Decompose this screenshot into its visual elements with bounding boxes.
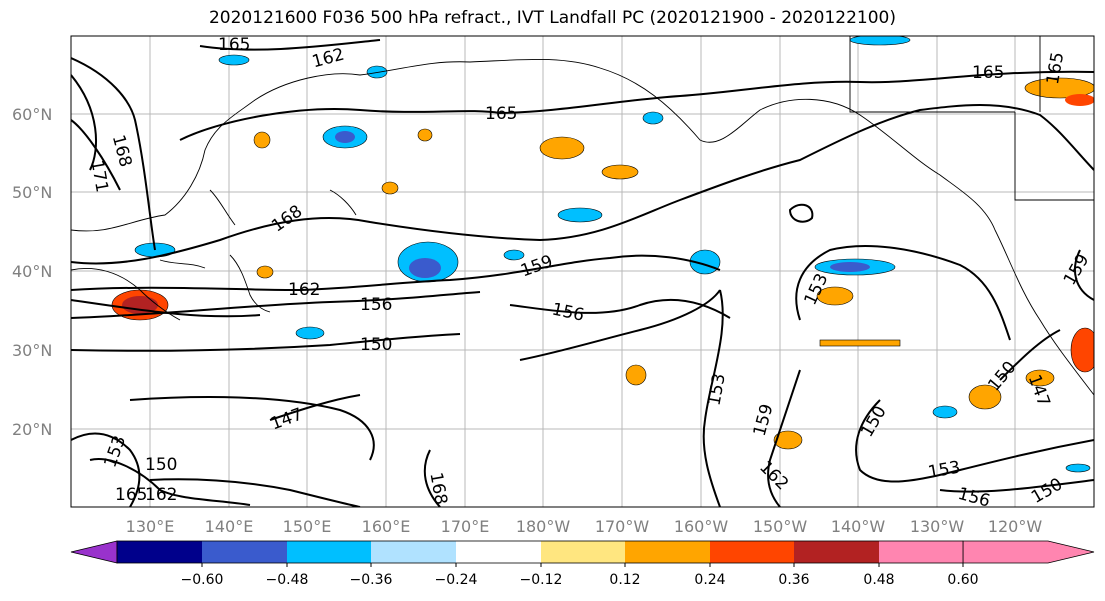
lon-label: 150°E — [283, 517, 332, 536]
colorbar-segment — [794, 541, 879, 563]
colorbar — [70, 540, 1095, 564]
colorbar-segment — [287, 541, 371, 563]
lon-label: 170°E — [441, 517, 490, 536]
contour-label: 150 — [145, 455, 177, 475]
colorbar-segment — [202, 541, 287, 563]
colorbar-tick-label: 0.36 — [778, 572, 809, 588]
graticule — [71, 36, 1094, 507]
colorbar-tick-label: 0.60 — [947, 572, 978, 588]
lat-label: 40°N — [12, 262, 52, 281]
colorbar-ticks: −0.60 −0.48 −0.36 −0.24 −0.12 0.12 0.24 … — [181, 563, 979, 588]
colorbar-tick-label: −0.60 — [181, 572, 224, 588]
longitude-labels: 130°E 140°E 150°E 160°E 170°E 180°W 170°… — [126, 517, 1043, 536]
contour-label: 165 — [218, 35, 250, 55]
lat-label: 50°N — [12, 183, 52, 202]
lon-label: 130°W — [910, 517, 965, 536]
contour-labels: 165 162 165 168 171 168 162 159 156 156 … — [86, 35, 1093, 512]
map-border — [70, 35, 1095, 508]
lon-label: 140°W — [831, 517, 886, 536]
contour-label: 156 — [360, 295, 392, 315]
lon-label: 170°W — [595, 517, 650, 536]
colorbar-segment — [456, 541, 541, 563]
lon-label: 160°W — [674, 517, 729, 536]
contour-label: 162 — [145, 485, 177, 505]
map-title: 2020121600 F036 500 hPa refract., IVT La… — [208, 8, 896, 28]
contour-label: 162 — [288, 280, 320, 300]
colorbar-segment — [879, 541, 963, 563]
contour-label: 156 — [956, 484, 993, 512]
contour-label: 165 — [115, 485, 147, 505]
lon-label: 160°E — [362, 517, 411, 536]
colorbar-tick-label: −0.48 — [266, 572, 309, 588]
lat-label: 20°N — [12, 420, 52, 439]
shading-patches — [111, 36, 1094, 473]
lat-label: 30°N — [12, 341, 52, 360]
latitude-labels: 60°N 50°N 40°N 30°N 20°N — [12, 105, 52, 439]
contour-label: 150 — [360, 335, 392, 355]
lat-label: 60°N — [12, 105, 52, 124]
colorbar-segment — [625, 541, 710, 563]
lon-label: 150°W — [753, 517, 808, 536]
lon-label: 140°E — [205, 517, 254, 536]
colorbar-segment — [710, 541, 794, 563]
coastlines — [71, 36, 1094, 396]
colorbar-segment — [117, 541, 202, 563]
colorbar-segment — [541, 541, 625, 563]
colorbar-tick-label: 0.24 — [694, 572, 725, 588]
colorbar-tick-label: −0.12 — [520, 572, 563, 588]
contour-lines — [71, 39, 1094, 507]
colorbar-segment — [371, 541, 456, 563]
lon-label: 180°W — [516, 517, 571, 536]
colorbar-tick-label: −0.24 — [435, 572, 478, 588]
colorbar-under-arrow — [70, 540, 118, 564]
colorbar-tick-label: −0.36 — [350, 572, 393, 588]
lon-label: 130°E — [126, 517, 175, 536]
colorbar-tick-label: 0.48 — [863, 572, 894, 588]
colorbar-tick-label: 0.12 — [609, 572, 640, 588]
colorbar-over-arrow — [962, 540, 1095, 564]
contour-label: 165 — [972, 63, 1004, 83]
lon-label: 120°W — [988, 517, 1043, 536]
contour-label: 165 — [485, 104, 517, 124]
